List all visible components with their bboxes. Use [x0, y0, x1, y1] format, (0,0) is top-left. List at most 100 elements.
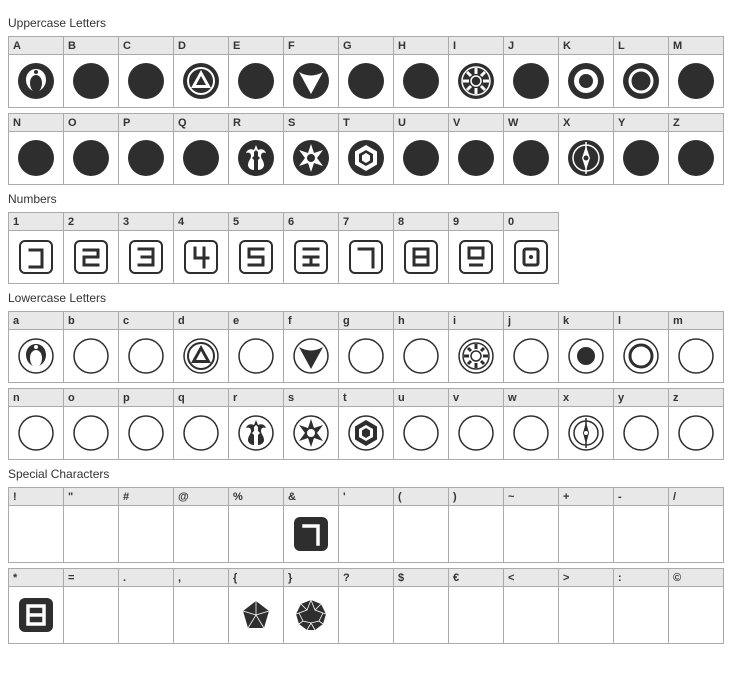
glyph-cell[interactable]: Z: [668, 113, 724, 185]
glyph-cell[interactable]: o: [63, 388, 119, 460]
circle-light-icon: [344, 334, 388, 378]
glyph-cell[interactable]: T: [338, 113, 394, 185]
glyph-cell[interactable]: j: [503, 311, 559, 383]
glyph-cell[interactable]: Q: [173, 113, 229, 185]
glyph-cell[interactable]: ): [448, 487, 504, 563]
glyph-cell[interactable]: 8: [393, 212, 449, 284]
glyph-cell[interactable]: O: [63, 113, 119, 185]
glyph-cell[interactable]: @: [173, 487, 229, 563]
glyph-cell[interactable]: 9: [448, 212, 504, 284]
glyph-cell[interactable]: V: [448, 113, 504, 185]
glyph-cell[interactable]: 3: [118, 212, 174, 284]
glyph-cell[interactable]: ?: [338, 568, 394, 644]
glyph-cell[interactable]: P: [118, 113, 174, 185]
glyph-cell[interactable]: <: [503, 568, 559, 644]
triangle-ring-dark-icon: [179, 59, 223, 103]
glyph-cell[interactable]: +: [558, 487, 614, 563]
glyph-cell[interactable]: g: [338, 311, 394, 383]
glyph-cell[interactable]: &: [283, 487, 339, 563]
glyph-label: S: [284, 114, 338, 132]
glyph-cell[interactable]: m: [668, 311, 724, 383]
glyph-cell[interactable]: e: [228, 311, 284, 383]
glyph-cell[interactable]: 1: [8, 212, 64, 284]
glyph-cell[interactable]: S: [283, 113, 339, 185]
glyph-cell[interactable]: h: [393, 311, 449, 383]
glyph-cell[interactable]: 6: [283, 212, 339, 284]
glyph-cell[interactable]: {: [228, 568, 284, 644]
glyph-cell[interactable]: d: [173, 311, 229, 383]
glyph-cell[interactable]: D: [173, 36, 229, 108]
glyph-cell[interactable]: a: [8, 311, 64, 383]
glyph-cell[interactable]: 2: [63, 212, 119, 284]
glyph-cell[interactable]: B: [63, 36, 119, 108]
glyph-cell[interactable]: ~: [503, 487, 559, 563]
glyph-cell[interactable]: E: [228, 36, 284, 108]
glyph-body: [9, 407, 63, 459]
glyph-cell[interactable]: >: [558, 568, 614, 644]
glyph-cell[interactable]: N: [8, 113, 64, 185]
glyph-cell[interactable]: =: [63, 568, 119, 644]
glyph-cell[interactable]: /: [668, 487, 724, 563]
glyph-cell[interactable]: u: [393, 388, 449, 460]
glyph-cell[interactable]: -: [613, 487, 669, 563]
glyph-cell[interactable]: i: [448, 311, 504, 383]
glyph-cell[interactable]: .: [118, 568, 174, 644]
glyph-cell[interactable]: R: [228, 113, 284, 185]
glyph-cell[interactable]: I: [448, 36, 504, 108]
glyph-cell[interactable]: C: [118, 36, 174, 108]
glyph-cell[interactable]: U: [393, 113, 449, 185]
glyph-cell[interactable]: !: [8, 487, 64, 563]
glyph-cell[interactable]: w: [503, 388, 559, 460]
glyph-cell[interactable]: k: [558, 311, 614, 383]
glyph-cell[interactable]: (: [393, 487, 449, 563]
glyph-cell[interactable]: J: [503, 36, 559, 108]
glyph-cell[interactable]: $: [393, 568, 449, 644]
glyph-label: k: [559, 312, 613, 330]
glyph-cell[interactable]: n: [8, 388, 64, 460]
glyph-cell[interactable]: s: [283, 388, 339, 460]
glyph-cell[interactable]: K: [558, 36, 614, 108]
glyph-cell[interactable]: x: [558, 388, 614, 460]
disc-dark-icon: [454, 136, 498, 180]
glyph-cell[interactable]: ©: [668, 568, 724, 644]
glyph-cell[interactable]: c: [118, 311, 174, 383]
glyph-cell[interactable]: F: [283, 36, 339, 108]
glyph-cell[interactable]: f: [283, 311, 339, 383]
glyph-cell[interactable]: ': [338, 487, 394, 563]
glyph-body: [64, 506, 118, 562]
glyph-cell[interactable]: 7: [338, 212, 394, 284]
glyph-cell[interactable]: :: [613, 568, 669, 644]
glyph-cell[interactable]: Y: [613, 113, 669, 185]
glyph-cell[interactable]: ": [63, 487, 119, 563]
glyph-cell[interactable]: 4: [173, 212, 229, 284]
glyph-cell[interactable]: v: [448, 388, 504, 460]
glyph-cell[interactable]: }: [283, 568, 339, 644]
glyph-cell[interactable]: ,: [173, 568, 229, 644]
glyph-cell[interactable]: t: [338, 388, 394, 460]
glyph-label: :: [614, 569, 668, 587]
glyph-cell[interactable]: y: [613, 388, 669, 460]
glyph-cell[interactable]: l: [613, 311, 669, 383]
glyph-body: [449, 407, 503, 459]
glyph-cell[interactable]: X: [558, 113, 614, 185]
glyph-cell[interactable]: 5: [228, 212, 284, 284]
glyph-label: (: [394, 488, 448, 506]
glyph-label: I: [449, 37, 503, 55]
glyph-cell[interactable]: *: [8, 568, 64, 644]
glyph-cell[interactable]: b: [63, 311, 119, 383]
glyph-cell[interactable]: r: [228, 388, 284, 460]
glyph-cell[interactable]: M: [668, 36, 724, 108]
glyph-cell[interactable]: W: [503, 113, 559, 185]
glyph-cell[interactable]: L: [613, 36, 669, 108]
glyph-cell[interactable]: q: [173, 388, 229, 460]
glyph-cell[interactable]: A: [8, 36, 64, 108]
glyph-cell[interactable]: p: [118, 388, 174, 460]
glyph-cell[interactable]: #: [118, 487, 174, 563]
glyph-cell[interactable]: G: [338, 36, 394, 108]
glyph-cell[interactable]: H: [393, 36, 449, 108]
glyph-cell[interactable]: z: [668, 388, 724, 460]
glyph-cell[interactable]: %: [228, 487, 284, 563]
glyph-cell[interactable]: €: [448, 568, 504, 644]
rebel-light-icon: [234, 411, 278, 455]
glyph-cell[interactable]: 0: [503, 212, 559, 284]
